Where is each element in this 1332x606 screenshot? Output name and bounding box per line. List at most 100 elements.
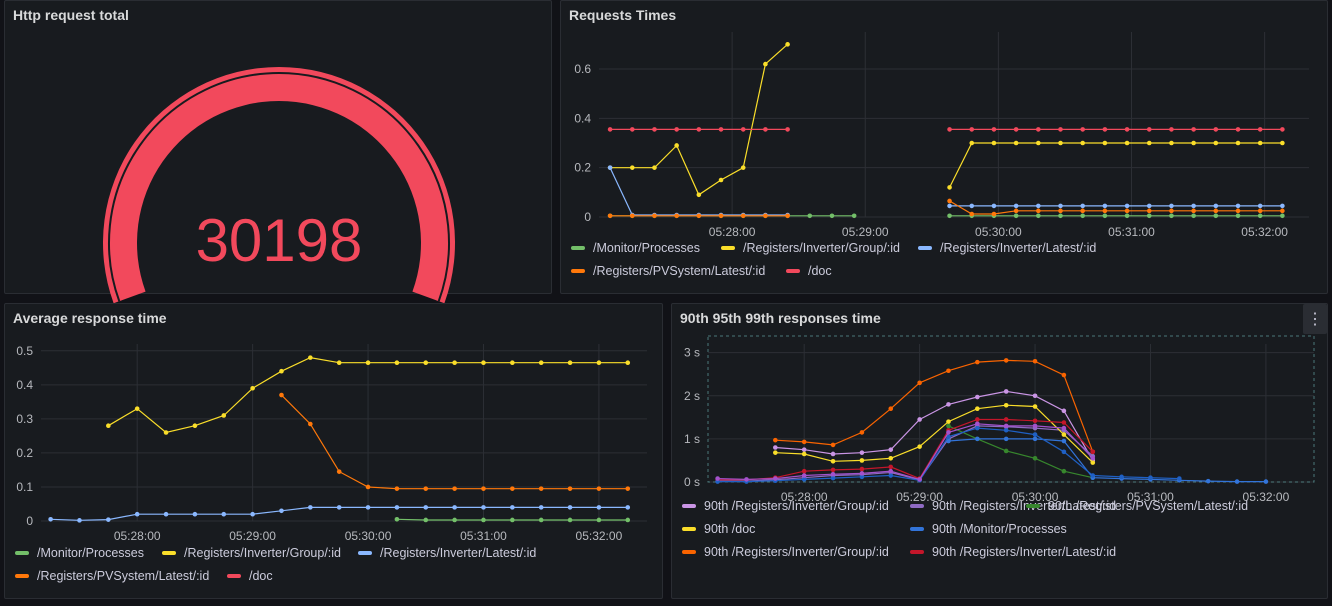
legend-item[interactable]: 90th /Registers/PVSystem/Latest/:id xyxy=(1026,499,1248,513)
series-line xyxy=(281,394,628,490)
legend-item[interactable]: /Registers/Inverter/Latest/:id xyxy=(358,546,536,560)
data-point xyxy=(538,517,544,523)
data-point xyxy=(946,434,951,440)
legend-item[interactable]: /Registers/PVSystem/Latest/:id xyxy=(15,569,209,583)
data-point xyxy=(567,517,573,523)
data-point xyxy=(888,464,894,470)
legend-item[interactable]: /Registers/Inverter/Group/:id xyxy=(162,546,341,560)
legend-swatch xyxy=(721,246,735,250)
legend-item[interactable]: /Registers/PVSystem/Latest/:id xyxy=(571,264,765,278)
data-point xyxy=(975,436,980,442)
panel-title[interactable]: 90th 95th 99th responses time xyxy=(680,310,881,326)
data-point xyxy=(452,360,457,366)
data-point xyxy=(163,430,169,435)
data-point xyxy=(801,473,807,478)
series-2 xyxy=(48,505,631,523)
data-point xyxy=(1124,127,1130,132)
data-point xyxy=(718,127,724,132)
legend-item[interactable]: /doc xyxy=(227,569,273,583)
data-point xyxy=(1119,474,1124,480)
data-point xyxy=(481,505,486,510)
data-point xyxy=(1036,213,1041,219)
data-point xyxy=(221,413,227,418)
data-point xyxy=(1080,203,1085,209)
average-response-time-chart[interactable]: 0 0.1 0.2 0.3 0.4 0.5 05:28:00 05:29:00 05:30:00… xyxy=(5,304,664,600)
panel-menu-button[interactable]: ⋮ xyxy=(1303,304,1327,334)
legend-item[interactable]: /Monitor/Processes xyxy=(571,241,700,255)
data-point xyxy=(946,419,951,424)
data-point xyxy=(652,213,657,219)
panel-title[interactable]: Requests Times xyxy=(569,7,677,23)
legend-item[interactable]: /Registers/Inverter/Group/:id xyxy=(721,241,900,255)
data-point xyxy=(975,421,980,427)
panel-title[interactable]: Http request total xyxy=(13,7,129,23)
data-point xyxy=(696,192,702,198)
data-point xyxy=(192,511,198,517)
series-line xyxy=(717,418,1094,481)
data-point xyxy=(481,517,486,523)
data-point xyxy=(1235,203,1241,209)
legend-label: 90th /Registers/Inverter/Group/:id xyxy=(704,499,889,513)
data-point xyxy=(975,425,980,431)
legend-item[interactable]: 90th /Registers/Inverter/Group/:id xyxy=(682,499,889,513)
data-point xyxy=(1257,213,1263,219)
legend-swatch xyxy=(910,504,924,508)
data-point xyxy=(279,368,284,374)
legend-item[interactable]: 90th /Registers/Inverter/Group/:id xyxy=(682,545,889,559)
legend-item[interactable]: /Monitor/Processes xyxy=(15,546,144,560)
y-tick-label: 0.4 xyxy=(574,111,591,125)
data-point xyxy=(1102,140,1108,146)
data-point xyxy=(1177,476,1182,481)
data-point xyxy=(596,360,602,366)
data-point xyxy=(1169,127,1174,132)
series-0 xyxy=(394,516,631,523)
data-point xyxy=(1061,468,1067,474)
legend-swatch xyxy=(571,269,585,273)
data-point xyxy=(991,211,997,217)
data-point xyxy=(163,511,169,517)
panel-title[interactable]: Average response time xyxy=(13,310,167,326)
data-point xyxy=(740,165,746,170)
data-point xyxy=(991,140,997,146)
series-4 xyxy=(607,127,1285,132)
x-tick-label: 05:30:00 xyxy=(345,529,392,543)
y-tick-label: 1 s xyxy=(684,432,700,446)
data-point xyxy=(394,486,400,491)
legend-label: /doc xyxy=(249,569,273,583)
data-point xyxy=(1213,208,1219,214)
series-2 xyxy=(607,165,1285,218)
data-point xyxy=(773,445,778,450)
data-point xyxy=(510,486,515,491)
series-line xyxy=(717,425,1094,482)
data-point xyxy=(423,360,429,366)
legend-item[interactable]: /doc xyxy=(786,264,832,278)
data-point xyxy=(1003,427,1009,433)
requests-times-chart[interactable]: 0 0.2 0.4 0.6 05:28:00 05:29:00 05:30:00 05:31:… xyxy=(561,1,1329,295)
legend-item[interactable]: 90th /Monitor/Processes xyxy=(910,522,1067,536)
data-point xyxy=(807,213,813,219)
legend-swatch xyxy=(15,551,29,555)
data-point xyxy=(1191,203,1196,209)
legend-item[interactable]: /Registers/Inverter/Latest/:id xyxy=(918,241,1096,255)
data-point xyxy=(1061,420,1067,425)
legend-label: 90th /doc xyxy=(704,522,756,536)
percentile-responses-chart[interactable]: 0 s 1 s 2 s 3 s 05:28:00 05:29:00 05:30:00 05:3… xyxy=(672,304,1329,600)
data-point xyxy=(763,61,768,67)
data-point xyxy=(336,469,342,474)
data-point xyxy=(250,511,255,517)
legend-item[interactable]: 90th /Registers/Inverter/Latest/:id xyxy=(910,545,1116,559)
data-point xyxy=(1080,127,1085,132)
data-point xyxy=(423,517,429,523)
data-point xyxy=(859,471,865,476)
series-line xyxy=(949,142,1283,188)
legend-item[interactable]: 90th /Registers/Inverter/Latest/:id xyxy=(910,499,1116,513)
x-tick-label: 05:28:00 xyxy=(114,529,161,543)
data-point xyxy=(452,517,457,523)
data-point xyxy=(785,127,790,132)
series-3 xyxy=(279,392,631,491)
data-point xyxy=(1003,423,1009,429)
data-point xyxy=(1061,408,1067,414)
legend-item[interactable]: 90th /doc xyxy=(682,522,755,536)
legend-swatch xyxy=(358,551,372,555)
data-point xyxy=(1032,455,1038,461)
